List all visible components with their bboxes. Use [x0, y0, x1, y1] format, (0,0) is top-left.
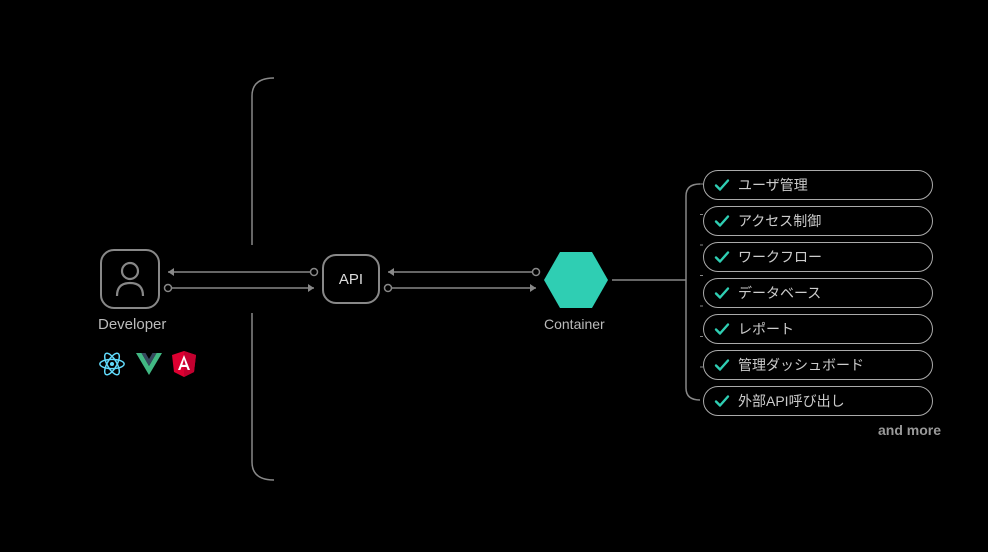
check-icon [714, 177, 730, 193]
feature-item: ユーザ管理 [703, 170, 933, 200]
feature-label: ユーザ管理 [738, 175, 808, 195]
check-icon [714, 213, 730, 229]
developer-label: Developer [98, 316, 166, 333]
react-icon [98, 350, 126, 378]
vue-icon [136, 352, 162, 376]
feature-list: ユーザ管理アクセス制御ワークフローデータベースレポート管理ダッシュボード外部AP… [703, 170, 933, 416]
feature-label: 外部API呼び出し [738, 391, 845, 411]
container-hexagon [544, 252, 608, 308]
api-label: API [339, 271, 363, 288]
api-box: API [322, 254, 380, 304]
feature-item: 管理ダッシュボード [703, 350, 933, 380]
feature-item: ワークフロー [703, 242, 933, 272]
check-icon [714, 393, 730, 409]
feature-item: レポート [703, 314, 933, 344]
person-icon [113, 260, 147, 298]
check-icon [714, 357, 730, 373]
check-icon [714, 321, 730, 337]
developer-box [100, 249, 160, 309]
feature-item: 外部API呼び出し [703, 386, 933, 416]
and-more-label: and more [878, 422, 941, 438]
feature-label: 管理ダッシュボード [738, 355, 864, 375]
tech-icons-row [98, 350, 196, 378]
check-icon [714, 285, 730, 301]
feature-label: アクセス制御 [738, 211, 821, 231]
feature-item: データベース [703, 278, 933, 308]
container-label: Container [544, 316, 605, 332]
check-icon [714, 249, 730, 265]
diagram-stage: Developer API Container ユーザ管 [0, 0, 988, 552]
feature-label: レポート [738, 319, 794, 339]
angular-icon [172, 351, 196, 377]
feature-item: アクセス制御 [703, 206, 933, 236]
feature-label: ワークフロー [738, 247, 822, 267]
feature-label: データベース [738, 283, 821, 303]
